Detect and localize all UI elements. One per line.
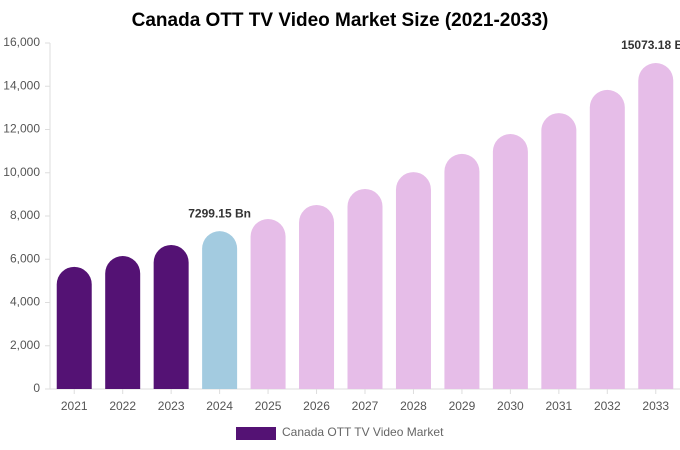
y-tick-label: 12,000 xyxy=(3,122,40,136)
x-tick-label: 2022 xyxy=(109,399,136,413)
bar xyxy=(153,244,189,389)
y-tick-label: 4,000 xyxy=(10,295,40,309)
bar xyxy=(105,256,141,389)
data-label: 7299.15 Bn xyxy=(188,206,251,220)
bar xyxy=(492,134,528,389)
y-tick-label: 16,000 xyxy=(3,35,40,49)
y-tick-label: 8,000 xyxy=(10,208,40,222)
x-tick-label: 2029 xyxy=(449,399,476,413)
bar xyxy=(202,231,238,389)
data-label: 15073.18 Bn xyxy=(621,38,680,52)
x-tick-label: 2032 xyxy=(594,399,621,413)
bar xyxy=(347,188,383,389)
y-tick-label: 6,000 xyxy=(10,251,40,265)
x-tick-label: 2026 xyxy=(303,399,330,413)
x-tick-label: 2031 xyxy=(545,399,572,413)
bar xyxy=(444,153,480,389)
legend-swatch xyxy=(236,427,276,440)
y-tick-label: 14,000 xyxy=(3,78,40,92)
x-tick-label: 2024 xyxy=(206,399,233,413)
bar xyxy=(299,204,335,389)
legend-label: Canada OTT TV Video Market xyxy=(282,425,444,439)
x-tick-label: 2021 xyxy=(61,399,88,413)
x-tick-label: 2027 xyxy=(352,399,379,413)
x-tick-label: 2025 xyxy=(255,399,282,413)
x-tick-label: 2023 xyxy=(158,399,185,413)
y-tick-label: 10,000 xyxy=(3,165,40,179)
bar xyxy=(250,219,286,389)
bar xyxy=(395,172,431,389)
bar xyxy=(638,63,674,389)
x-tick-label: 2033 xyxy=(642,399,669,413)
bar xyxy=(56,266,92,389)
x-tick-label: 2030 xyxy=(497,399,524,413)
bar xyxy=(541,113,577,389)
y-tick-label: 0 xyxy=(33,381,40,395)
y-tick-label: 2,000 xyxy=(10,338,40,352)
chart-title: Canada OTT TV Video Market Size (2021-20… xyxy=(132,10,549,31)
x-tick-label: 2028 xyxy=(400,399,427,413)
bar xyxy=(589,89,625,390)
